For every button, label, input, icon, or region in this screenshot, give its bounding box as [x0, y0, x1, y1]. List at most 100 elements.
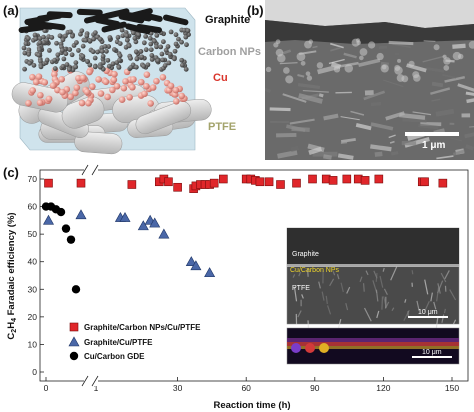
data-point-square: [342, 174, 352, 184]
carbon-particle: [147, 35, 153, 41]
carbon-particle: [38, 58, 43, 64]
carbon-particle: [44, 57, 50, 63]
data-point-square: [127, 180, 137, 189]
carbon-particle: [104, 48, 109, 54]
legend-label-s2: Graphite/Cu/PTFE: [84, 338, 153, 347]
cu-particle: [41, 79, 49, 86]
plot-frame: [39, 169, 469, 382]
carbon-particle: [47, 47, 52, 53]
carbon-particle: [117, 57, 122, 63]
inset-scale-top: 10 μm: [418, 309, 438, 316]
carbon-particle: [22, 50, 28, 56]
carbon-particle: [124, 33, 130, 39]
carbon-particle: [97, 36, 103, 42]
carbon-particle: [90, 49, 96, 55]
data-point-triangle: [190, 260, 202, 271]
graphite-flake: [76, 8, 103, 16]
y-axis-ticks: 0 10 20 30 40 50 60 70: [28, 174, 44, 377]
legend-marker-s2: [68, 336, 80, 347]
y-axis-label: C2H4 Faradaic efficiency (%): [6, 212, 18, 339]
carbon-particle: [54, 40, 59, 46]
cu-particle: [54, 86, 61, 94]
carbon-particle: [107, 35, 113, 40]
graphite-flake: [36, 12, 63, 22]
carbon-particle: [59, 47, 65, 53]
legend-label-s1: Graphite/Carbon NPs/Cu/PTFE: [84, 323, 201, 332]
cu-particle: [97, 90, 105, 97]
data-point-square: [438, 178, 448, 188]
y-tick-label: 50: [28, 229, 38, 239]
carbon-particle: [128, 65, 134, 70]
inset-ptfe-label: PTFE: [292, 285, 310, 292]
carbon-particle: [148, 41, 154, 47]
carbon-particle: [185, 28, 191, 34]
carbon-particle: [67, 47, 73, 52]
carbon-particle: [99, 49, 105, 54]
y-tick-label: 0: [32, 367, 37, 377]
cu-particle: [32, 78, 40, 86]
carbon-particle: [97, 64, 103, 70]
data-point-square: [209, 178, 219, 188]
carbon-particle: [38, 64, 44, 70]
carbon-particle: [85, 59, 90, 64]
cu-particle: [172, 97, 180, 105]
carbon-particle: [36, 52, 42, 58]
carbon-particle: [61, 56, 67, 62]
carbon-particle: [179, 62, 185, 68]
carbon-particle: [119, 27, 125, 33]
data-point-circle: [56, 207, 66, 217]
cu-particle: [37, 91, 44, 99]
x-tick-label: 1: [94, 383, 99, 393]
data-point-square: [264, 177, 274, 187]
data-point-triangle: [204, 267, 216, 278]
cu-particle: [153, 77, 160, 85]
scale-bar: [405, 132, 459, 136]
carbon-particle: [179, 57, 185, 63]
cu-particle: [86, 68, 93, 76]
data-point-square: [374, 174, 384, 184]
x-tick-label: 60: [241, 383, 251, 393]
carbon-particle: [57, 33, 63, 39]
cu-particle: [51, 70, 58, 78]
panel-a-label: (a): [3, 3, 19, 18]
carbon-particle: [21, 45, 27, 51]
carbon-particle: [84, 33, 90, 39]
panel-b-scale-label: 1 μm: [422, 140, 446, 151]
graphite-flake: [137, 11, 163, 22]
inset-cucarbon-label: Cu/Carbon NPs: [290, 267, 340, 274]
carbon-particle: [87, 38, 93, 44]
carbon-particle: [100, 60, 106, 66]
carbon-particle: [158, 44, 164, 50]
cu-particle: [49, 82, 57, 89]
inset-sem: Graphite Cu/Carbon NPs PTFE 10 μm 10 μm: [286, 227, 460, 365]
cu-layer-label: Cu: [213, 72, 228, 84]
x-axis-ticks: 0 1 30 60 90 120 150: [44, 377, 459, 393]
carbon-particle: [134, 56, 140, 62]
cu-particle: [29, 87, 37, 94]
fe-chart: 0 10 20 30 40 50 60 70 0 1 30 60 90 120 150 C2H4 Fara…: [6, 164, 469, 411]
carbon-particle: [149, 57, 155, 62]
data-point-triangle: [42, 214, 55, 225]
cu-particle: [111, 70, 118, 78]
carbon-particle: [70, 33, 75, 39]
carbon-particle: [141, 40, 147, 46]
cu-particle: [85, 99, 92, 107]
carbon-particle: [183, 66, 189, 72]
data-point-square: [276, 180, 285, 189]
cu-particle: [89, 83, 96, 90]
carbon-particle: [116, 65, 122, 70]
carbon-particle: [162, 63, 168, 68]
graphite-flakes: [18, 8, 189, 35]
carbon-particle: [63, 33, 68, 39]
carbon-particle: [126, 43, 132, 49]
data-marks: [41, 174, 448, 294]
carbon-particle: [80, 43, 86, 49]
carbon-particle: [92, 30, 98, 36]
panel-c-label: (c): [3, 165, 19, 180]
x-tick-label: 120: [376, 383, 390, 393]
cu-particle: [149, 84, 157, 91]
carbon-particle: [95, 49, 100, 55]
graphite-layer-label: Graphite: [205, 14, 251, 26]
carbon-particle: [63, 51, 69, 57]
data-point-circle: [61, 224, 71, 233]
